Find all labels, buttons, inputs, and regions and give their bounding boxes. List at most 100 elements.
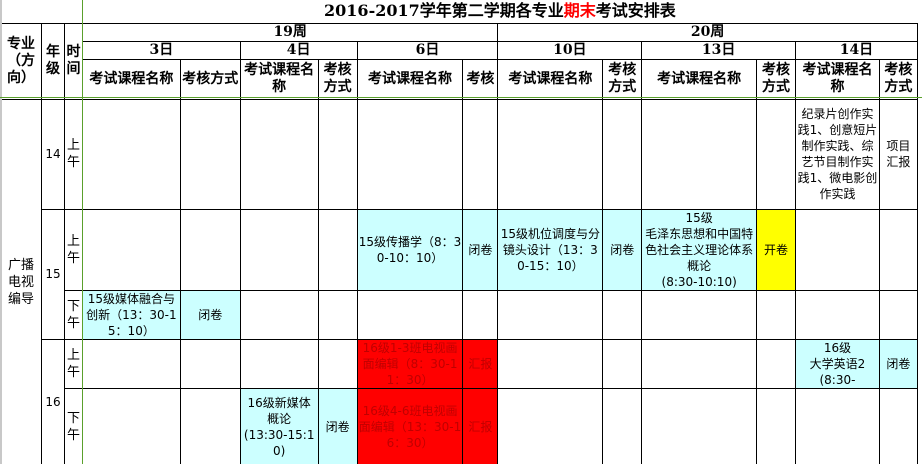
header-course-name[interactable]: 考试课程名称: [239, 58, 319, 100]
header-exam-method[interactable]: 考核方式: [602, 58, 643, 100]
course-name-cell[interactable]: 16级新媒体概论 (13:30-15:10): [239, 387, 319, 464]
major-cell[interactable]: 广播电视编导: [0, 98, 42, 464]
time-cell[interactable]: 上午: [63, 338, 83, 389]
course-name-cell[interactable]: [81, 387, 181, 464]
exam-method-cell[interactable]: [462, 98, 499, 210]
header-exam-method[interactable]: 考核方式: [317, 58, 358, 100]
header-day-6[interactable]: 6日: [356, 40, 499, 60]
exam-method-cell[interactable]: [317, 208, 358, 291]
page-title: 2016-2017学年第二学期各专业期末考试安排表: [82, 0, 918, 24]
exam-method-cell[interactable]: [602, 338, 643, 389]
header-course-name[interactable]: 考试课程名称: [356, 58, 464, 100]
course-name-cell[interactable]: 15级 毛泽东思想和中国特色社会主义理论体系概论 (8:30-10:10): [641, 208, 758, 291]
exam-method-cell[interactable]: [179, 338, 241, 389]
grade-cell[interactable]: 16: [40, 338, 65, 464]
course-name-cell[interactable]: [641, 387, 758, 464]
exam-method-cell[interactable]: [878, 208, 918, 291]
course-name-cell[interactable]: [497, 338, 604, 389]
header-day-4[interactable]: 4日: [239, 40, 358, 60]
course-name-cell[interactable]: 15级传播学（8：30-10：10）: [356, 208, 464, 291]
course-name-cell[interactable]: [239, 98, 319, 210]
table-row: 下午 15级媒体融合与创新（13：30-15：10） 闭卷: [1, 289, 922, 340]
table-row: 16 上午 16级1-3班电视画面编辑（8：30-11：30） 汇报 16级 大学英语2…: [1, 338, 922, 464]
exam-method-cell[interactable]: 闭卷: [179, 289, 241, 340]
exam-method-cell[interactable]: [878, 387, 918, 464]
header-day-3[interactable]: 3日: [81, 40, 241, 60]
course-name-cell[interactable]: 16级1-3班电视画面编辑（8：30-11：30）: [356, 338, 464, 389]
header-time[interactable]: 时间: [63, 22, 83, 100]
course-name-cell[interactable]: [497, 289, 604, 340]
course-name-cell[interactable]: 15级媒体融合与创新（13：30-15：10）: [81, 289, 181, 340]
exam-method-cell[interactable]: 闭卷: [602, 208, 643, 291]
time-cell[interactable]: 下午: [63, 387, 83, 464]
exam-method-cell[interactable]: 开卷: [756, 208, 797, 291]
header-week-20[interactable]: 20周: [497, 22, 918, 42]
exam-method-cell[interactable]: 汇报: [462, 338, 499, 389]
exam-method-cell[interactable]: 项目汇报: [878, 98, 918, 210]
course-name-cell[interactable]: [81, 338, 181, 389]
exam-method-cell[interactable]: [756, 98, 797, 210]
course-name-cell[interactable]: [81, 98, 181, 210]
exam-method-cell[interactable]: 汇报: [462, 387, 499, 464]
course-name-cell[interactable]: 16级4-6班电视画面编辑（13：30-16：30）: [356, 387, 464, 464]
exam-method-cell[interactable]: 闭卷: [317, 387, 358, 464]
header-day-10[interactable]: 10日: [497, 40, 643, 60]
time-cell[interactable]: 下午: [63, 289, 83, 340]
exam-method-cell[interactable]: 闭卷: [462, 208, 499, 291]
exam-method-cell[interactable]: [317, 338, 358, 389]
header-grade[interactable]: 年级: [40, 22, 65, 100]
course-name-cell[interactable]: [641, 98, 758, 210]
exam-method-cell[interactable]: [179, 208, 241, 291]
time-cell[interactable]: 上午: [63, 98, 83, 210]
course-name-cell[interactable]: [795, 387, 880, 464]
course-name-cell[interactable]: [356, 289, 464, 340]
course-name-cell[interactable]: 纪录片创作实践1、创意短片制作实践、综艺节目制作实践1、微电影创作实践: [795, 98, 880, 210]
time-cell[interactable]: 上午: [63, 208, 83, 291]
exam-method-cell[interactable]: [756, 289, 797, 340]
exam-method-cell[interactable]: [756, 338, 797, 389]
exam-method-cell[interactable]: 闭卷: [878, 338, 918, 389]
grade-cell[interactable]: 14: [40, 98, 65, 210]
course-name-cell[interactable]: [795, 289, 880, 340]
course-name-cell[interactable]: [239, 338, 319, 389]
header-exam-method[interactable]: 考核方式: [878, 58, 918, 100]
exam-method-cell[interactable]: [602, 387, 643, 464]
exam-method-cell[interactable]: [602, 98, 643, 210]
course-name-cell[interactable]: 16级 大学英语2 (8:30-: [795, 338, 880, 389]
header-week-19[interactable]: 19周: [81, 22, 499, 42]
course-name-cell[interactable]: [239, 208, 319, 291]
header-course-name[interactable]: 考试课程名称: [497, 58, 604, 100]
exam-method-cell[interactable]: [317, 98, 358, 210]
header-day-14[interactable]: 14日: [795, 40, 918, 60]
course-name-cell[interactable]: [81, 208, 181, 291]
header-day-13[interactable]: 13日: [641, 40, 797, 60]
course-name-cell[interactable]: 15级机位调度与分镜头设计（13：30-15：10）: [497, 208, 604, 291]
exam-method-cell[interactable]: [756, 387, 797, 464]
course-name-cell[interactable]: [356, 98, 464, 210]
header-exam-method[interactable]: 考核方式: [179, 58, 241, 100]
course-name-cell[interactable]: [795, 208, 880, 291]
grade-cell[interactable]: 15: [40, 208, 65, 340]
exam-method-cell[interactable]: [179, 387, 241, 464]
exam-method-cell[interactable]: [602, 289, 643, 340]
header-exam-method[interactable]: 考核: [462, 58, 499, 100]
table-row: 广播电视编导 14 上午 纪录片创作实践1、创意短片制作实践、综艺节目制作实践1、微电…: [0, 98, 922, 464]
course-name-cell[interactable]: [239, 289, 319, 340]
course-name-cell[interactable]: [641, 338, 758, 389]
header-exam-method[interactable]: 考核方式: [756, 58, 797, 100]
exam-method-cell[interactable]: [179, 98, 241, 210]
header-course-name[interactable]: 考试课程名称: [641, 58, 758, 100]
table-row: 下午 16级新媒体概论 (13:30-15:10) 闭卷 16级4-6班电视画面编辑（…: [1, 387, 922, 464]
course-name-cell[interactable]: [497, 387, 604, 464]
exam-method-cell[interactable]: [878, 289, 918, 340]
header-course-name[interactable]: 考试课程名称: [81, 58, 181, 100]
course-name-cell[interactable]: [497, 98, 604, 210]
course-name-cell[interactable]: [641, 289, 758, 340]
title-suffix: 考试安排表: [595, 1, 676, 21]
header-course-name[interactable]: 考试课程名称: [795, 58, 880, 100]
header-major[interactable]: 专业（方向）: [0, 22, 42, 100]
exam-method-cell[interactable]: [317, 289, 358, 340]
exam-method-cell[interactable]: [462, 289, 499, 340]
